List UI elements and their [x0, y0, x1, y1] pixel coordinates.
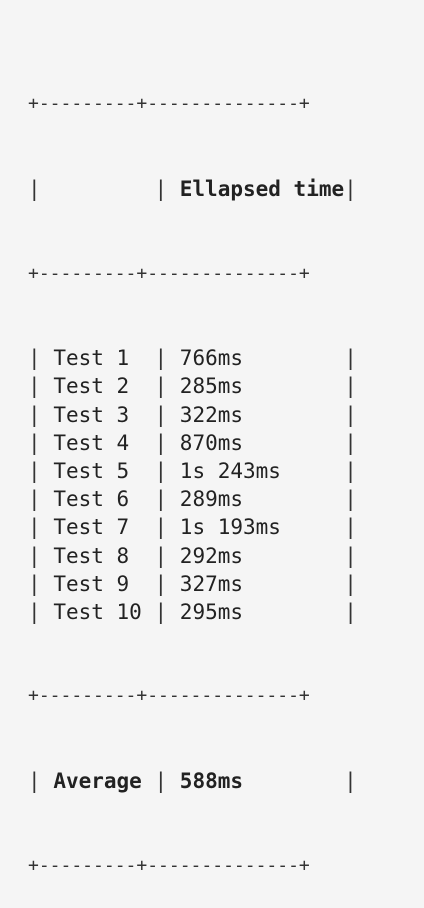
test-name: Test 3 — [53, 402, 130, 427]
footer-label: Average — [53, 769, 142, 794]
elapsed-value: 870ms — [179, 430, 244, 455]
table-border-top: +---------+--------------+ — [28, 93, 310, 115]
table-border-bottom: +---------+--------------+ — [28, 854, 310, 876]
elapsed-value: 295ms — [179, 599, 244, 624]
elapsed-value: 285ms — [179, 374, 244, 399]
table-row: | Test 10 | 295ms | — [28, 599, 357, 624]
table-row: | Test 3 | 322ms | — [28, 402, 357, 427]
table-row: | Test 7 | 1s 193ms | — [28, 515, 357, 540]
test-name: Test 4 — [53, 430, 130, 455]
table-header-row: | | Ellapsed time| — [28, 177, 357, 201]
table-row: | Test 4 | 870ms | — [28, 430, 357, 455]
elapsed-value: 289ms — [179, 487, 244, 512]
table-border-header: +---------+--------------+ — [28, 262, 310, 284]
header-elapsed-time: Ellapsed time — [179, 177, 345, 201]
footer-value: 588ms — [179, 769, 244, 794]
elapsed-value: 766ms — [179, 346, 244, 371]
elapsed-value: 322ms — [179, 402, 244, 427]
elapsed-value: 1s 243ms — [179, 458, 281, 483]
elapsed-value: 292ms — [179, 543, 244, 568]
table-body: | Test 1 | 766ms | | Test 2 | 285ms | | Te… — [28, 344, 357, 626]
table-row: | Test 8 | 292ms | — [28, 543, 357, 568]
test-name: Test 7 — [53, 515, 130, 540]
test-name: Test 2 — [53, 374, 130, 399]
table-footer-row: | Average | 588ms | — [28, 769, 357, 794]
ascii-table: +---------+--------------+ | | Ellapsed … — [28, 34, 357, 908]
table-row: | Test 1 | 766ms | — [28, 346, 357, 371]
table-row: | Test 5 | 1s 243ms | — [28, 458, 357, 483]
test-name: Test 1 — [53, 346, 130, 371]
table-row: | Test 6 | 289ms | — [28, 487, 357, 512]
table-row: | Test 2 | 285ms | — [28, 374, 357, 399]
test-name: Test 5 — [53, 458, 130, 483]
table-border-body: +---------+--------------+ — [28, 685, 310, 707]
table-row: | Test 9 | 327ms | — [28, 571, 357, 596]
test-name: Test 6 — [53, 487, 130, 512]
test-name: Test 10 — [53, 599, 142, 624]
test-name: Test 8 — [53, 543, 130, 568]
elapsed-value: 1s 193ms — [179, 515, 281, 540]
elapsed-value: 327ms — [179, 571, 244, 596]
test-name: Test 9 — [53, 571, 130, 596]
